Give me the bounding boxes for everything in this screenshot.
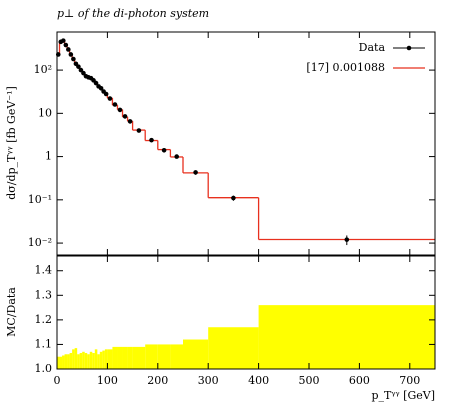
x-tick-label: 0 xyxy=(54,374,61,387)
ratio-band xyxy=(72,349,75,369)
data-point xyxy=(112,102,118,107)
x-tick-label: 100 xyxy=(97,374,118,387)
ratio-band xyxy=(208,327,259,369)
ratio-band xyxy=(258,305,435,369)
ratio-band xyxy=(99,351,103,369)
x-tick-label: 200 xyxy=(147,374,168,387)
ratio-band xyxy=(127,346,133,369)
ratio-band xyxy=(183,339,209,369)
ratio-band xyxy=(102,350,105,369)
ratio-y-tick-label: 1.4 xyxy=(35,264,53,277)
ratio-band xyxy=(157,344,171,369)
ratio-band xyxy=(170,344,183,369)
ratio-band xyxy=(82,351,85,369)
ratio-band xyxy=(64,354,68,369)
x-tick-label: 300 xyxy=(198,374,219,387)
data-point xyxy=(78,67,84,73)
ratio-band xyxy=(62,355,65,369)
data-point xyxy=(174,154,179,159)
data-point xyxy=(127,119,133,124)
ratio-y-tick-label: 1.3 xyxy=(35,288,53,301)
data-point xyxy=(66,47,71,52)
ratio-band xyxy=(67,354,70,369)
data-point xyxy=(122,114,128,119)
y-tick-label: 10⁻¹ xyxy=(28,193,52,206)
ratio-band xyxy=(84,353,88,369)
ratio-band xyxy=(104,349,108,369)
data-point xyxy=(193,170,198,175)
x-tick-label: 400 xyxy=(248,374,269,387)
data-point xyxy=(71,56,76,62)
ratio-axis-label: MC/Data xyxy=(5,287,18,337)
main-frame xyxy=(56,31,436,256)
ratio-y-tick-label: 1.0 xyxy=(35,362,53,375)
ratio-band xyxy=(122,346,128,369)
ratio-band xyxy=(94,349,98,369)
data-point xyxy=(76,64,81,69)
y-tick-label: 10 xyxy=(38,106,52,119)
y-tick-label: 1 xyxy=(45,150,52,163)
legend-label: [17] 0.001088 xyxy=(306,61,385,74)
data-point xyxy=(161,147,167,153)
ratio-band xyxy=(69,353,73,369)
data-point xyxy=(136,128,142,133)
ratio-band xyxy=(57,356,60,369)
data-point xyxy=(81,70,86,76)
data-point xyxy=(149,137,154,143)
ratio-band xyxy=(77,354,80,369)
y-axis-label: dσ/dp_Tᵞᵞ [fb GeV⁻¹] xyxy=(5,86,18,200)
data-point xyxy=(63,42,69,48)
ratio-y-tick-label: 1.1 xyxy=(35,337,53,350)
x-tick-label: 500 xyxy=(299,374,320,387)
ratio-band xyxy=(117,346,123,369)
chart-title: p⊥ of the di-photon system xyxy=(57,7,209,20)
x-tick-label: 600 xyxy=(349,374,370,387)
ratio-band xyxy=(145,344,158,369)
ratio-band xyxy=(87,354,90,369)
data-point xyxy=(68,52,74,57)
ratio-band xyxy=(112,346,118,369)
y-tick-label: 10² xyxy=(34,63,52,76)
data-point xyxy=(98,85,104,91)
legend-label: Data xyxy=(359,41,386,54)
ratio-band xyxy=(79,353,83,369)
ratio-band xyxy=(59,356,63,369)
ratio-band xyxy=(89,351,93,369)
data-point xyxy=(103,91,109,97)
ratio-frame xyxy=(56,255,436,370)
y-tick-label: 10⁻² xyxy=(28,236,52,249)
data-point xyxy=(93,80,99,86)
ratio-band xyxy=(132,346,146,369)
data-point xyxy=(61,38,66,43)
ratio-band xyxy=(97,354,100,369)
data-point xyxy=(344,237,350,242)
legend-marker xyxy=(406,45,412,51)
data-point xyxy=(117,107,123,113)
data-point xyxy=(231,195,236,201)
x-axis-label: p_Tᵞᵞ [GeV] xyxy=(372,389,435,402)
ratio-band xyxy=(107,349,113,369)
data-point xyxy=(107,96,113,101)
ratio-y-tick-label: 1.2 xyxy=(35,313,53,326)
ratio-band xyxy=(74,348,78,369)
ratio-band xyxy=(92,353,95,369)
x-tick-label: 700 xyxy=(399,374,420,387)
